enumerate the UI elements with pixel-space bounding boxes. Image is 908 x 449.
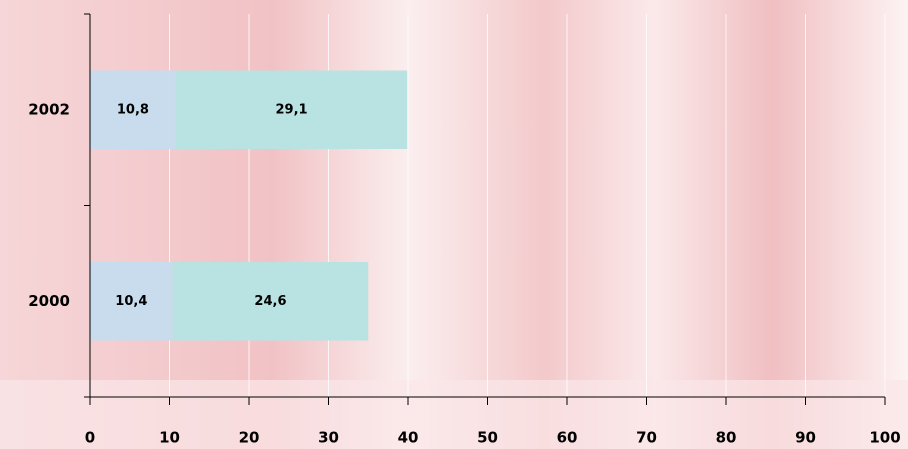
x-tick-label: 10 bbox=[159, 429, 180, 447]
value-label: 10,8 bbox=[117, 102, 149, 117]
x-tick-label: 100 bbox=[869, 429, 900, 447]
value-label: 29,1 bbox=[275, 102, 307, 117]
x-tick-label: 0 bbox=[85, 429, 95, 447]
x-tick-label: 30 bbox=[318, 429, 339, 447]
x-tick-label: 70 bbox=[636, 429, 657, 447]
y-tick-label: 2002 bbox=[28, 100, 70, 118]
x-tick-label: 60 bbox=[557, 429, 578, 447]
x-tick-label: 80 bbox=[716, 429, 737, 447]
x-tick-label: 90 bbox=[795, 429, 816, 447]
x-tick-label: 50 bbox=[477, 429, 498, 447]
x-tick-label: 40 bbox=[398, 429, 419, 447]
value-label: 10,4 bbox=[115, 294, 147, 309]
bar-segment bbox=[175, 70, 408, 150]
y-tick-label: 2000 bbox=[28, 292, 70, 310]
value-label: 24,6 bbox=[254, 294, 286, 309]
bar-segment bbox=[90, 70, 176, 150]
bar-segment bbox=[90, 261, 173, 341]
background-band bbox=[0, 380, 908, 449]
x-tick-label: 20 bbox=[239, 429, 260, 447]
bar-segment bbox=[172, 261, 369, 341]
